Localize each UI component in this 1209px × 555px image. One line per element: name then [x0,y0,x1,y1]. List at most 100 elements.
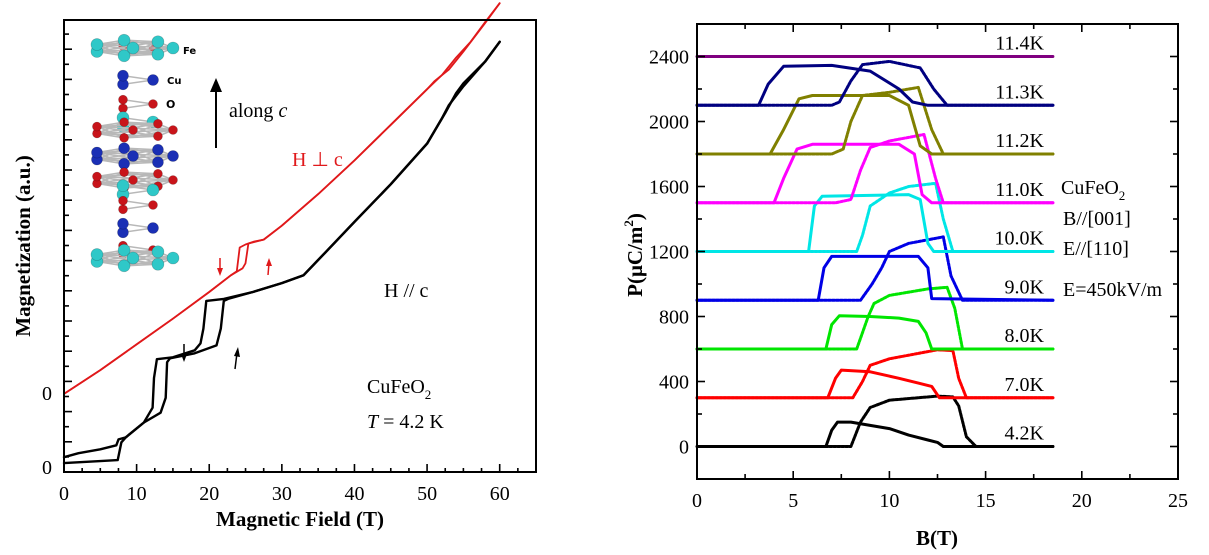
along-c-label: along c [229,100,287,122]
left-ytick-zero-red: 0 [42,383,52,405]
atom-fe [146,183,160,197]
series-7.0K-sweep-up [695,348,1055,400]
series-label-9.0K: 9.0K [1005,276,1045,298]
bond [122,98,154,105]
left-x-tick-label: 20 [199,483,219,505]
right-y-tick-label: 800 [659,307,689,329]
atom-cu [118,142,130,155]
right-x-axis-title: B(T) [916,526,958,550]
bond [122,204,154,211]
atom-fe [117,33,131,47]
left-x-tick-label: 0 [59,483,69,505]
atom-o [148,200,158,210]
atom-o [118,204,128,215]
bond [122,103,154,110]
series-10.0K-sweep-up [695,181,1055,253]
bond [96,132,125,139]
series-11.2K-sweep-up [695,85,1055,156]
right-x-tick-label: 10 [879,490,899,512]
atom-o [118,94,128,105]
bond [123,249,174,259]
left-temperature-label: T = 4.2 K [367,411,444,433]
hysteresis-arrow-black-up-icon [234,347,240,370]
atom-o [168,125,178,135]
left-ticks [63,33,537,473]
bond [96,172,159,185]
atom-cu [91,146,103,159]
left-ytick-zero-black: 0 [42,457,52,479]
atom-fe [116,179,130,192]
right-x-tick-label: 25 [1168,490,1188,512]
atom-o [119,132,129,143]
legend-line-e-field: E=450kV/m [1063,279,1162,301]
series-7.0K-sweep-down [695,368,1055,400]
series-4.2K-sweep-up [695,394,1055,448]
bond [96,175,159,188]
atom-cu [167,150,179,162]
series-10.0K-sweep-down [695,193,1055,253]
atom-cu [117,69,129,82]
right-x-tick-label: 0 [692,490,702,512]
series-11.0K-sweep-down [695,142,1055,205]
atom-cu [147,222,159,234]
atom-o [128,175,138,185]
right-x-tick-label: 20 [1072,490,1092,512]
crystal-structure-inset [90,33,180,273]
bond [124,147,158,151]
bond [96,121,125,135]
atom-fe [90,38,104,51]
left-x-tick-label: 50 [417,483,437,505]
bond [123,173,159,189]
atom-fe [117,259,131,273]
bond [124,171,158,175]
series-label-11.0K: 11.0K [995,179,1044,201]
bond [96,148,159,161]
series-11.3K-sweep-up [695,59,1055,107]
atom-o [153,118,163,129]
left-series-h-perp-c-down [63,2,501,395]
right-y-tick-label: 2400 [649,47,689,69]
left-panel: 0 10 20 30 40 50 60 0 0 Magnetic Field (T) Mag… [11,2,537,531]
right-y-tick-label: 400 [659,372,689,394]
right-xtick-labels: 0 5 10 15 20 25 [692,490,1188,512]
atom-o [153,131,163,142]
series-11.2K-sweep-down [695,94,1055,156]
series-4.2K-sweep-down [695,420,1055,448]
atom-label-cu: Cu [167,76,181,87]
right-x-tick-label: 15 [976,490,996,512]
atom-o [92,121,102,132]
atom-cu [152,143,164,156]
bond [123,149,159,165]
bond [124,121,158,125]
left-series-h-perp-c-up [63,2,501,395]
series-label-11.3K: 11.3K [995,81,1044,103]
right-y-tick-label: 2000 [649,112,689,134]
atom-o [128,125,138,135]
bond [96,151,159,164]
atom-o [153,168,163,179]
bond [96,171,125,185]
right-series-labels: 4.2K 7.0K 8.0K 9.0K 10.0K 11.0K 11.2K 11.3K 11.4… [995,33,1045,445]
bond [123,129,174,139]
bond [123,147,174,157]
left-compound-label: CuFeO2 [367,376,431,402]
atom-fe [117,243,131,257]
left-y-axis-title: Magnetization (a.u.) [11,155,35,336]
left-x-tick-label: 60 [490,483,510,505]
bond [123,155,174,165]
right-curves [695,55,1055,448]
atom-fe [151,257,165,271]
right-y-tick-label: 1200 [649,242,689,264]
left-x-tick-label: 30 [272,483,292,505]
left-x-axis-title: Magnetic Field (T) [216,507,384,531]
label-h-parallel-c: H // c [384,280,429,302]
right-ticks [696,23,1179,480]
series-label-10.0K: 10.0K [995,228,1045,250]
legend-line-e-direction: E//[110] [1063,238,1129,260]
series-label-11.4K: 11.4K [995,33,1044,55]
bond [96,122,159,135]
atom-fe [126,251,140,265]
bond [123,257,174,267]
right-ytick-labels: 0 400 800 1200 1600 2000 2400 [649,47,689,459]
